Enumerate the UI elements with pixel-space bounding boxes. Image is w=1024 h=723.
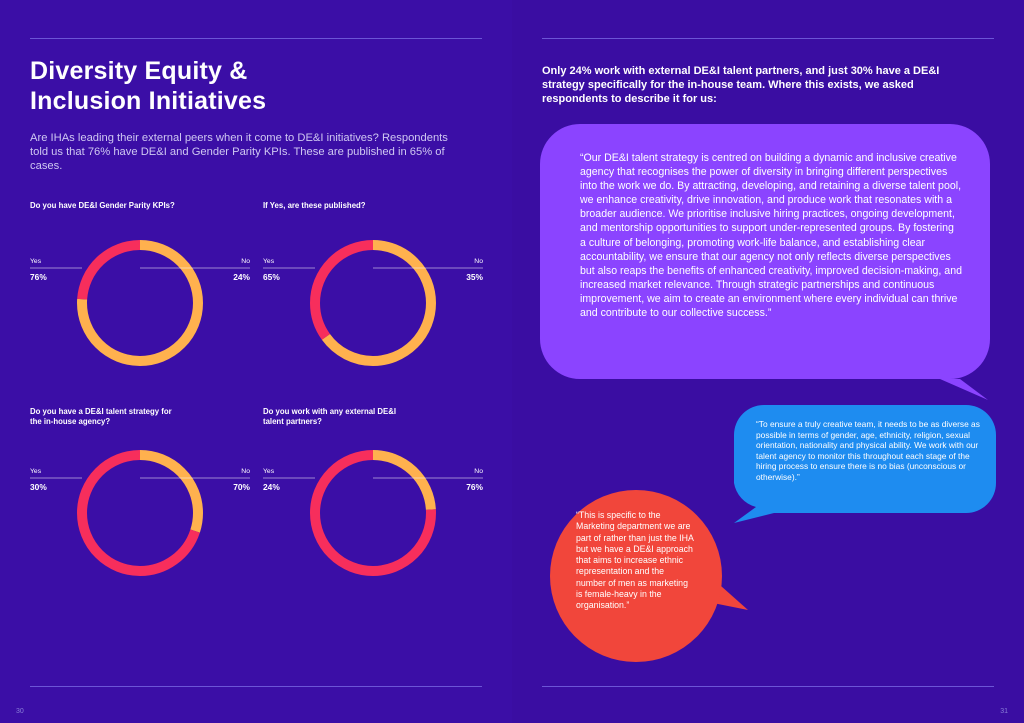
chart-2-no-value: 35% [466,272,483,282]
chart-4-yes-value: 24% [263,482,280,492]
top-rule [30,38,482,39]
quote-3-text: “This is specific to the Marketing depar… [576,510,694,611]
quote-1-text: “Our DE&I talent strategy is centred on … [580,152,962,320]
chart-1-yes-label: Yes [30,258,42,265]
chart-2-title: If Yes, are these published? [263,201,366,210]
bottom-rule [30,686,482,687]
bubble-3-circle [550,490,722,662]
slice-no [310,240,436,366]
chart-2-yes-value: 65% [263,272,280,282]
speech-bubble-shape [540,124,990,400]
chart-3-no-label: No [241,468,250,475]
donut-chart-4 [263,450,483,576]
chart-3-yes-label: Yes [30,468,42,475]
quote-2-text: “To ensure a truly creative team, it nee… [756,419,980,482]
chart-2: Yes 65% No 35% [263,240,483,370]
speech-bubble-shape [550,490,748,662]
page-title: Diversity Equity & Inclusion Initiatives [30,57,267,115]
chart-4-no-value: 76% [466,482,483,492]
donut-chart-2 [263,240,483,366]
chart-1: Yes 76% No 24% [30,240,250,370]
chart-4: Yes 24% No 76% [263,450,483,580]
quote-bubble-2: “To ensure a truly creative team, it nee… [734,405,996,523]
top-rule [542,38,994,39]
chart-1-no-value: 24% [233,272,250,282]
slice-no [77,450,203,576]
chart-1-yes-value: 76% [30,272,47,282]
chart-4-yes-label: Yes [263,468,275,475]
slice-no [310,450,436,576]
chart-3-yes-value: 30% [30,482,47,492]
quote-bubble-1: “Our DE&I talent strategy is centred on … [540,124,990,400]
page-number: 30 [16,708,24,715]
page-number: 31 [1000,708,1008,715]
chart-3: Yes 30% No 70% [30,450,250,580]
right-intro-text: Only 24% work with external DE&I talent … [542,65,940,105]
bubble-1-shape [540,124,990,400]
speech-bubble-shape [734,405,996,523]
chart-3-no-value: 70% [233,482,250,492]
chart-4-no-label: No [474,468,483,475]
donut-chart-1 [30,240,250,366]
bottom-rule [542,686,994,687]
chart-4-title: Do you work with any external DE&I talen… [263,407,397,426]
slice-no [77,240,203,366]
chart-2-no-label: No [474,258,483,265]
intro-text: Are IHAs leading their external peers wh… [30,132,448,172]
chart-1-no-label: No [241,258,250,265]
chart-3-title: Do you have a DE&I talent strategy for t… [30,407,172,426]
chart-1-title: Do you have DE&I Gender Parity KPIs? [30,201,175,210]
chart-2-yes-label: Yes [263,258,275,265]
quote-bubble-3: “This is specific to the Marketing depar… [540,488,750,662]
left-page: Diversity Equity & Inclusion Initiatives … [16,38,483,715]
bubble-2-shape [734,405,996,523]
donut-chart-3 [30,450,250,576]
